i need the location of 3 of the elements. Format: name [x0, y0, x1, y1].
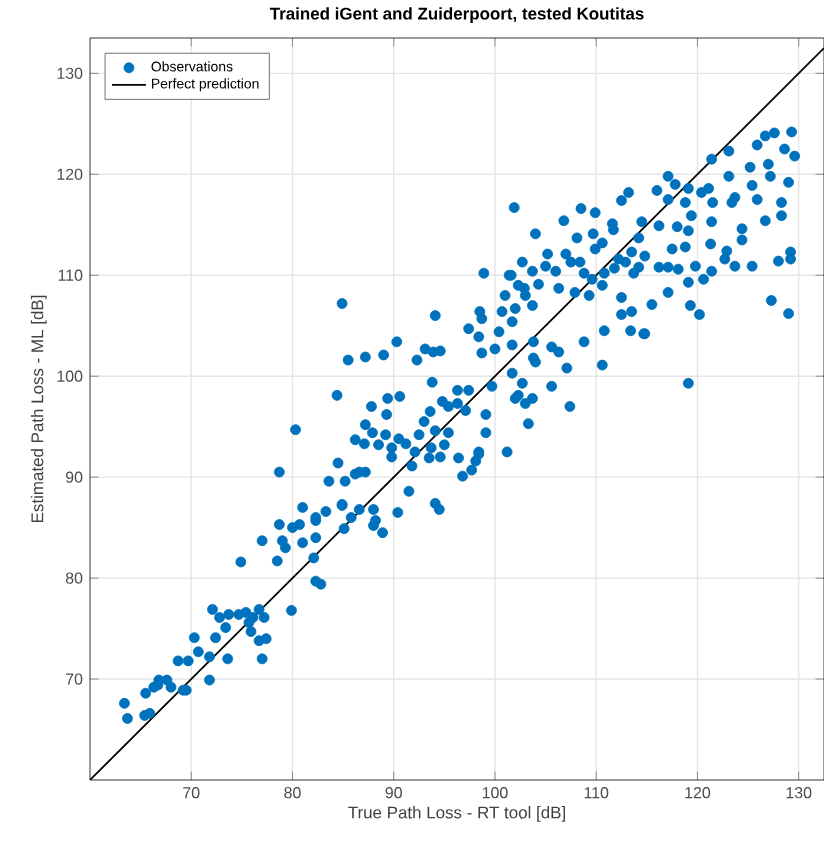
x-axis-title: True Path Loss - RT tool [dB] [348, 806, 565, 822]
chart-title: Trained iGent and Zuiderpoort, tested Koutitas [269, 7, 644, 23]
y-axis-title: Estimated Path Loss - ML [dB] [30, 295, 47, 522]
